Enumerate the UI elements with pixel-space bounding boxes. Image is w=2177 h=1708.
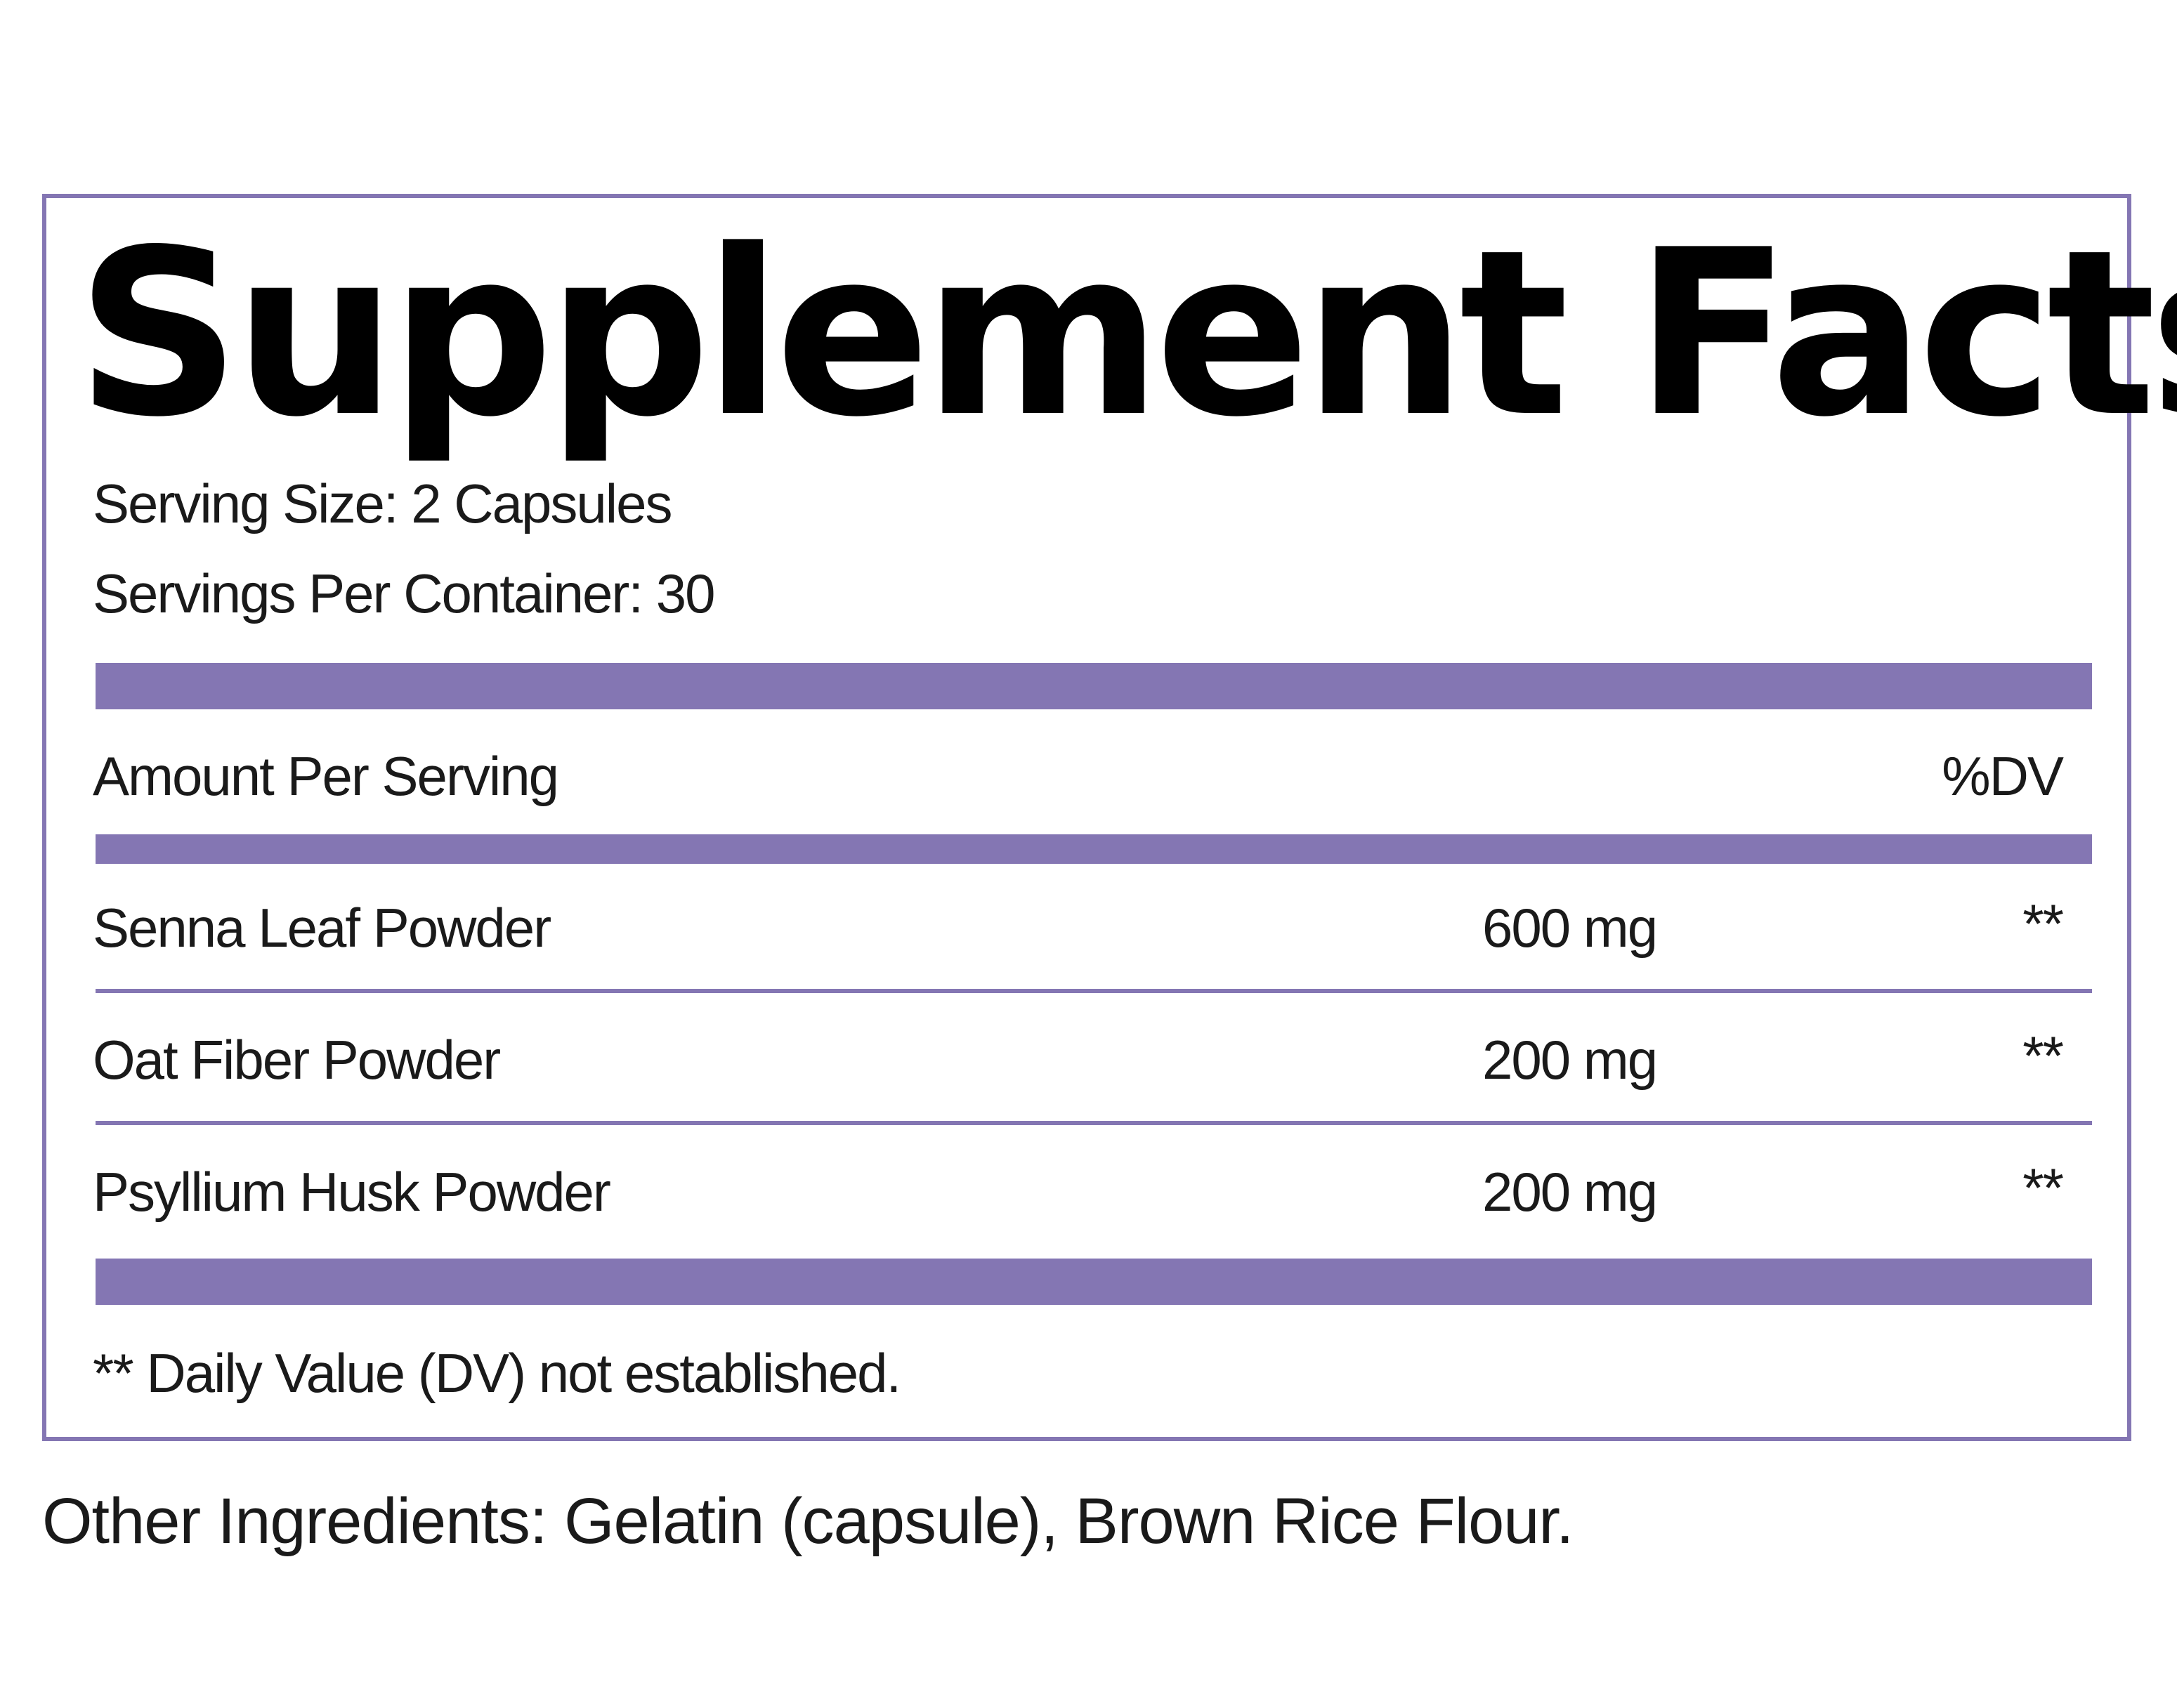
supplement-facts-panel: Supplement Facts Serving Size: 2 Capsule… (42, 194, 2177, 1441)
ingredient-name: Psyllium Husk Powder (93, 1161, 611, 1223)
daily-value-footnote: ** Daily Value (DV) not established. (93, 1342, 901, 1404)
ingredient-dv: ** (2022, 1025, 2064, 1086)
other-ingredients: Other Ingredients: Gelatin (capsule), Br… (42, 1485, 1574, 1557)
ingredient-name: Senna Leaf Powder (93, 897, 551, 959)
ingredient-dv: ** (2022, 893, 2064, 954)
ingredient-amount: 200 mg (1482, 1161, 1658, 1223)
ingredient-amount: 600 mg (1482, 897, 1658, 959)
row-divider (96, 1121, 2092, 1125)
header-divider (96, 834, 2092, 864)
ingredient-amount: 200 mg (1482, 1029, 1658, 1091)
serving-size: Serving Size: 2 Capsules (93, 473, 672, 534)
servings-per-container: Servings Per Container: 30 (93, 563, 715, 624)
panel-title: Supplement Facts (76, 200, 2177, 467)
thick-divider-top (96, 663, 2092, 709)
daily-value-header: %DV (1942, 745, 2064, 807)
amount-per-serving-header: Amount Per Serving (93, 745, 559, 807)
ingredient-dv: ** (2022, 1157, 2064, 1218)
thick-divider-bottom (96, 1259, 2092, 1305)
row-divider (96, 989, 2092, 993)
ingredient-name: Oat Fiber Powder (93, 1029, 501, 1091)
